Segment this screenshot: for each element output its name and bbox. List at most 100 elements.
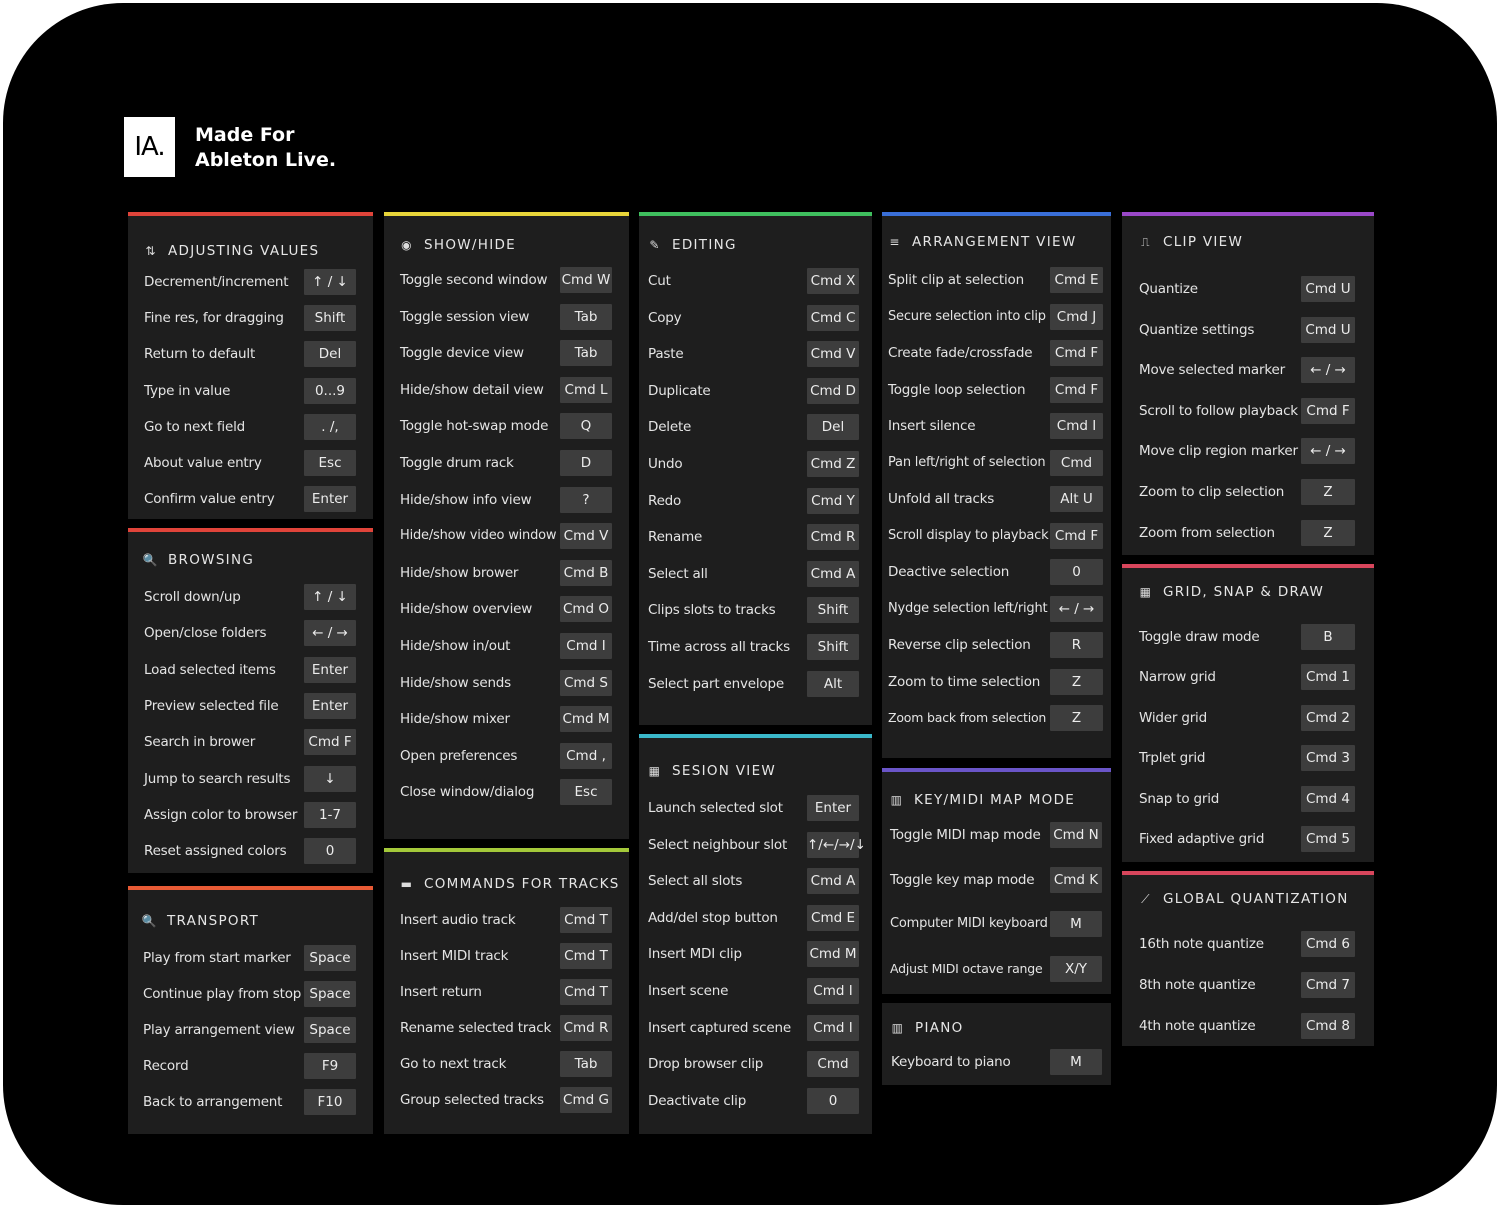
shortcut-action: Cut (648, 273, 671, 289)
shortcut-action: Rename (648, 529, 703, 545)
shortcut-action: Assign color to browser (144, 807, 298, 823)
shortcut-row: Play from start marker Space (128, 945, 373, 971)
shortcut-key: Cmd C (807, 305, 859, 331)
shortcut-row: Insert silence Cmd I (882, 413, 1111, 439)
panel-title: ▦ GRID, SNAP & DRAW (1122, 581, 1374, 603)
grid-icon: ▦ (1139, 585, 1153, 599)
shortcut-key: F9 (304, 1053, 356, 1079)
shortcut-action: Zoom to time selection (888, 674, 1041, 690)
shortcut-action: Time across all tracks (648, 639, 790, 655)
shortcut-key: F10 (304, 1089, 356, 1115)
shortcut-action: Copy (648, 310, 682, 326)
search-icon: 🔍 (142, 553, 160, 567)
shortcut-action: Computer MIDI keyboard (890, 916, 1048, 931)
shortcut-key: ↑/←/→/↓ (807, 832, 866, 858)
shortcut-row: Rename Cmd R (639, 524, 872, 550)
shortcut-action: Play from start marker (143, 950, 291, 966)
shortcut-key: Cmd 6 (1301, 931, 1355, 957)
shortcut-action: Deactive selection (888, 564, 1010, 580)
panel-piano: ▥ PIANO Keyboard to piano M (882, 1003, 1111, 1085)
shortcut-key: Space (304, 945, 356, 971)
shortcut-key: Alt (807, 671, 859, 697)
shortcut-action: Group selected tracks (400, 1092, 544, 1108)
piano-icon: ▥ (891, 1021, 905, 1035)
shortcut-action: Open/close folders (144, 625, 267, 641)
panel-title-text: TRANSPORT (167, 913, 260, 929)
shortcut-key: Cmd I (807, 978, 859, 1004)
shortcut-action: Hide/show sends (400, 675, 512, 691)
shortcut-row: Close window/dialog Esc (384, 779, 629, 805)
shortcut-key: Cmd 3 (1301, 745, 1355, 771)
mouse-pad: IA. Made For Ableton Live. ⇅ ADJUSTING VA… (3, 3, 1497, 1205)
shortcut-action: Back to arrangement (143, 1094, 283, 1110)
shortcut-key: Shift (304, 305, 356, 331)
shortcut-action: Split clip at selection (888, 272, 1024, 288)
panel-title-text: GLOBAL QUANTIZATION (1163, 891, 1349, 907)
shortcut-row: Add/del stop button Cmd E (639, 905, 872, 931)
shortcut-key: Cmd B (560, 560, 612, 586)
shortcut-row: Toggle key map mode Cmd K (882, 867, 1111, 893)
shortcut-key: Q (560, 413, 612, 439)
shortcut-row: Insert MDI clip Cmd M (639, 941, 872, 967)
shortcut-row: Select all slots Cmd A (639, 868, 872, 894)
panel-title-text: GRID, SNAP & DRAW (1163, 584, 1325, 600)
shortcut-action: Nydge selection left/right (888, 601, 1048, 616)
shortcut-action: Toggle device view (400, 345, 524, 361)
shortcut-row: Insert MIDI track Cmd T (384, 943, 629, 969)
shortcut-row: Redo Cmd Y (639, 488, 872, 514)
shortcut-row: Pan left/right of selection Cmd (882, 450, 1111, 476)
shortcut-row: Move selected marker ← / → (1122, 357, 1374, 383)
shortcut-row: Scroll down/up ↑ / ↓ (128, 584, 373, 610)
shortcut-action: Hide/show overview (400, 601, 533, 617)
shortcut-row: Wider grid Cmd 2 (1122, 705, 1374, 731)
shortcut-key: Cmd U (1301, 276, 1355, 302)
panel-title-text: KEY/MIDI MAP MODE (914, 792, 1076, 808)
shortcut-row: Select neighbour slot ↑/←/→/↓ (639, 832, 872, 858)
shortcut-key: Space (304, 1017, 356, 1043)
shortcut-row: Play arrangement view Space (128, 1017, 373, 1043)
shortcut-key: ← / → (1301, 438, 1355, 464)
shortcut-key: Cmd I (560, 633, 612, 659)
panel-editing: ✎ EDITING Cut Cmd X Copy Cmd C Paste Cmd V Dupli… (639, 212, 872, 725)
shortcut-key: Tab (560, 340, 612, 366)
shortcut-row: Hide/show brower Cmd B (384, 560, 629, 586)
shortcut-key: 0 (807, 1088, 859, 1114)
shortcut-action: Toggle key map mode (890, 872, 1035, 888)
shortcut-row: Insert return Cmd T (384, 979, 629, 1005)
shortcut-action: Rename selected track (400, 1020, 552, 1036)
shortcut-action: Insert scene (648, 983, 729, 999)
shortcut-key: Cmd F (304, 729, 356, 755)
shortcut-action: Insert captured scene (648, 1020, 791, 1036)
shortcut-row: Insert captured scene Cmd I (639, 1015, 872, 1041)
shortcut-row: Toggle loop selection Cmd F (882, 377, 1111, 403)
shortcut-row: Trplet grid Cmd 3 (1122, 745, 1374, 771)
shortcut-key: Esc (304, 450, 356, 476)
shortcut-row: Toggle MIDI map mode Cmd N (882, 822, 1111, 848)
shortcut-key: Cmd 7 (1301, 972, 1355, 998)
shortcut-key: Cmd G (560, 1087, 612, 1113)
shortcut-key: Cmd I (807, 1015, 859, 1041)
panel-show-hide: ◉ SHOW/HIDE Toggle second window Cmd W Toggl… (384, 212, 629, 839)
panel-title-text: ADJUSTING VALUES (168, 243, 320, 259)
shortcut-action: Select all (648, 566, 708, 582)
panel-title: ▥ KEY/MIDI MAP MODE (882, 789, 1111, 811)
shortcut-key: ← / → (304, 620, 356, 646)
panel-title: ◉ SHOW/HIDE (384, 234, 629, 256)
shortcut-row: Split clip at selection Cmd E (882, 267, 1111, 293)
shortcut-row: Create fade/crossfade Cmd F (882, 340, 1111, 366)
shortcut-key: Cmd R (807, 524, 859, 550)
shortcut-row: Toggle drum rack D (384, 450, 629, 476)
shortcut-action: Toggle session view (400, 309, 530, 325)
shortcut-key: 0...9 (304, 378, 356, 404)
shortcut-action: Zoom back from selection (888, 710, 1047, 725)
shortcut-action: Jump to search results (144, 771, 291, 787)
shortcut-key: ? (560, 487, 612, 513)
shortcut-row: Preview selected file Enter (128, 693, 373, 719)
shortcut-action: 16th note quantize (1139, 936, 1264, 952)
shortcut-action: Insert MIDI track (400, 948, 509, 964)
shortcut-key: Cmd T (560, 907, 612, 933)
shortcut-key: Enter (304, 486, 356, 512)
shortcut-row: Open/close folders ← / → (128, 620, 373, 646)
shortcut-row: Copy Cmd C (639, 305, 872, 331)
shortcut-action: Secure selection into clip (888, 309, 1046, 324)
